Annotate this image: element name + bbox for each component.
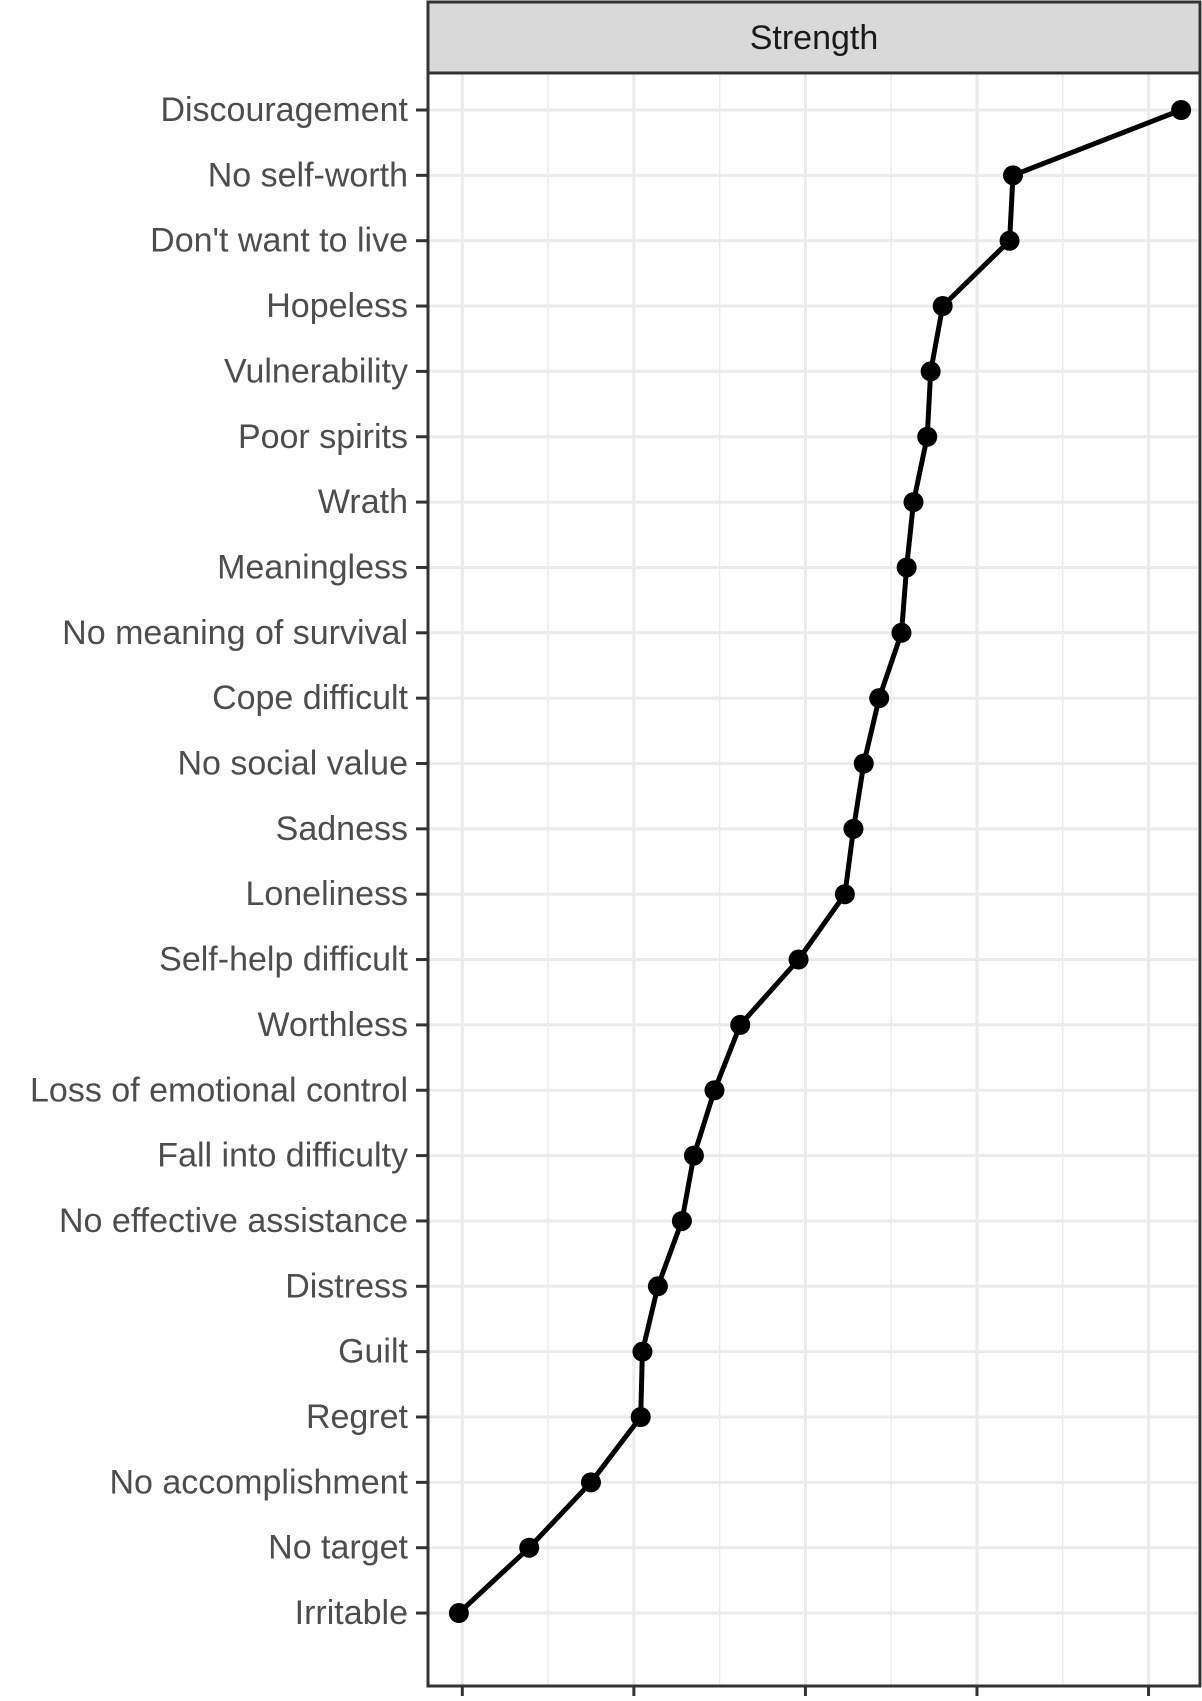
y-tick-label: Distress bbox=[285, 1267, 408, 1305]
panel-border bbox=[426, 71, 1202, 1688]
data-point bbox=[671, 1210, 692, 1231]
y-tick-label: Poor spirits bbox=[238, 418, 408, 456]
y-tick-label: Loneliness bbox=[245, 875, 408, 913]
grid-layer bbox=[428, 73, 1200, 1686]
axis-layer: Discouragement No self-worth Don't want to… bbox=[30, 91, 1151, 1698]
data-point bbox=[920, 361, 941, 382]
data-point bbox=[448, 1603, 469, 1624]
data-point bbox=[788, 949, 809, 970]
y-tick-label: No target bbox=[268, 1529, 408, 1567]
data-point bbox=[843, 818, 864, 839]
y-tick-label: Loss of emotional control bbox=[30, 1071, 408, 1109]
y-tick-label: Cope difficult bbox=[212, 679, 408, 717]
data-point bbox=[999, 230, 1020, 251]
y-tick-label: Regret bbox=[306, 1398, 409, 1436]
data-layer bbox=[448, 100, 1192, 1624]
data-point bbox=[932, 296, 953, 317]
y-tick-label: Discouragement bbox=[160, 91, 408, 129]
y-tick-label: Wrath bbox=[318, 483, 408, 521]
panel-strip-background bbox=[426, 0, 1202, 75]
y-tick-label: No accomplishment bbox=[109, 1463, 408, 1501]
data-point bbox=[683, 1145, 704, 1166]
y-tick-label: Guilt bbox=[338, 1333, 408, 1371]
y-tick-label: No effective assistance bbox=[59, 1202, 408, 1240]
y-tick-label: Hopeless bbox=[266, 287, 408, 325]
data-point bbox=[869, 688, 890, 709]
data-point bbox=[1003, 165, 1024, 186]
y-tick-label: No social value bbox=[177, 745, 408, 783]
y-tick-label: Vulnerability bbox=[224, 352, 408, 390]
data-point bbox=[917, 426, 938, 447]
y-tick-label: Meaningless bbox=[217, 548, 408, 586]
y-tick-label: Sadness bbox=[276, 810, 408, 848]
data-point bbox=[647, 1276, 668, 1297]
data-point bbox=[903, 492, 924, 513]
y-tick-label: No self-worth bbox=[208, 156, 408, 194]
data-point bbox=[630, 1407, 651, 1427]
y-tick-label: Fall into difficulty bbox=[157, 1137, 408, 1175]
y-tick-label: Worthless bbox=[257, 1006, 408, 1044]
y-tick-label: Don't want to live bbox=[150, 222, 408, 260]
series-line bbox=[457, 107, 1183, 1615]
data-point bbox=[891, 622, 912, 643]
data-point bbox=[519, 1537, 540, 1558]
data-point bbox=[704, 1080, 725, 1101]
data-point bbox=[580, 1472, 601, 1493]
data-point bbox=[853, 753, 874, 774]
data-point bbox=[896, 557, 917, 578]
y-tick-label: Self-help difficult bbox=[159, 941, 408, 979]
y-tick-label: No meaning of survival bbox=[62, 614, 408, 652]
data-point bbox=[834, 884, 855, 905]
panel-strip: Strength bbox=[426, 0, 1202, 75]
panel-title: Strength bbox=[750, 19, 879, 57]
data-point bbox=[1171, 100, 1192, 120]
data-point bbox=[730, 1014, 751, 1035]
data-point bbox=[632, 1341, 653, 1362]
y-tick-label: Irritable bbox=[295, 1594, 408, 1632]
